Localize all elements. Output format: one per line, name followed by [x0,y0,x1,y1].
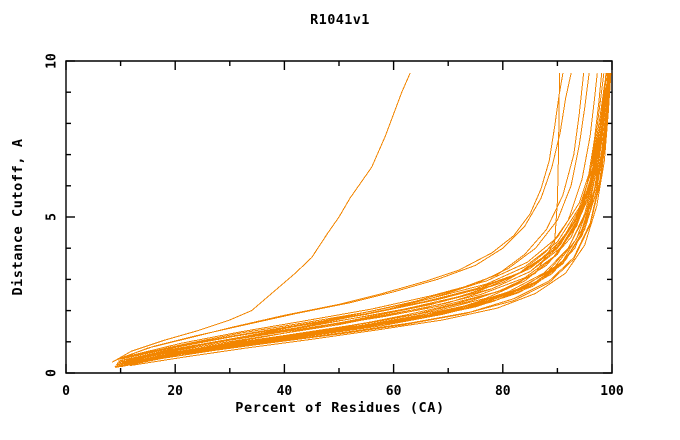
y-tick-label: 10 [45,53,60,69]
x-tick-label: 60 [386,384,402,399]
series-line [125,72,610,358]
series-line [124,72,610,358]
x-tick-label: 100 [600,384,624,399]
x-axis-ticks [65,61,613,373]
series-line [129,72,612,367]
x-tick-label: 20 [167,384,183,399]
x-tick-label: 0 [62,384,70,399]
x-tick-label: 80 [495,384,511,399]
data-series-group [111,72,612,368]
series-line [123,72,611,365]
series-line [115,72,612,368]
chart-title: R1041v1 [310,12,370,28]
series-line [111,72,411,363]
series-line [119,72,610,360]
y-tick-label: 0 [45,369,60,377]
series-line [117,72,572,360]
series-line [116,72,610,364]
x-axis-title: Percent of Residues (CA) [235,400,444,416]
series-line [133,72,610,364]
x-axis-tick-labels: 0 20 40 60 80 100 [62,384,624,399]
y-axis-tick-labels: 0 5 10 [45,53,60,377]
series-line [120,72,561,362]
x-tick-label: 40 [277,384,293,399]
series-line [115,72,598,366]
y-tick-label: 5 [45,213,60,221]
y-axis-title: Distance Cutoff, A [10,138,26,295]
